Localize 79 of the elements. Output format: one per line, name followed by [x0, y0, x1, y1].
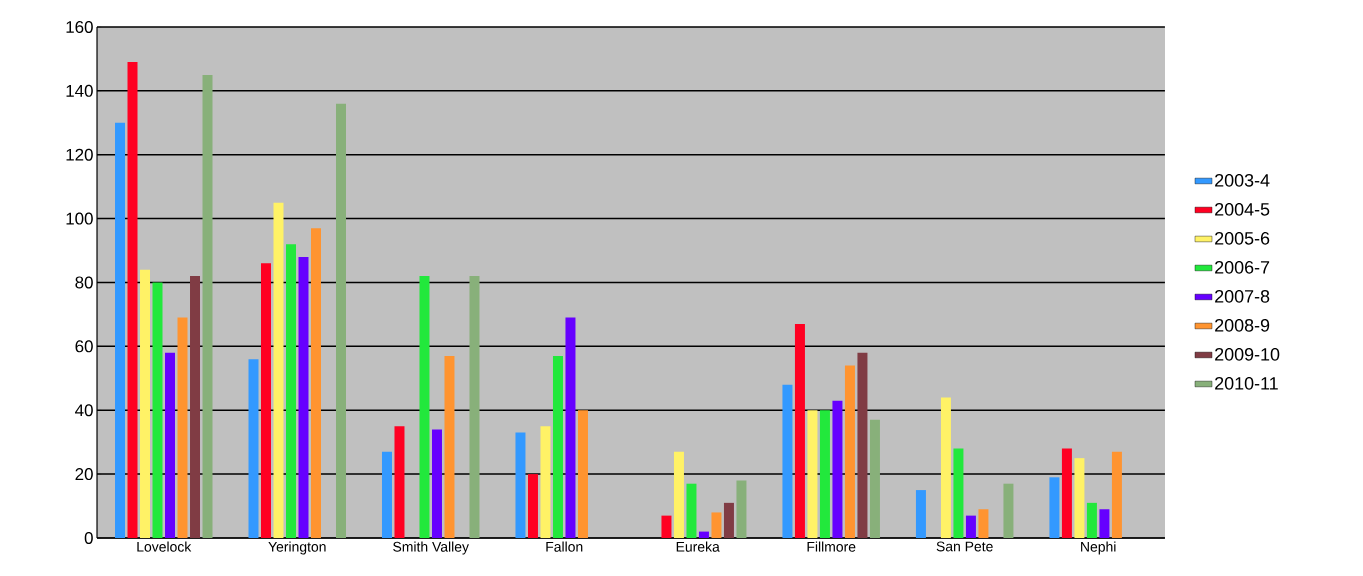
bar: [140, 269, 151, 538]
x-tick-label: Lovelock: [137, 541, 192, 552]
bar: [857, 352, 868, 538]
bar: [686, 483, 697, 538]
x-tick-label: Yerington: [268, 541, 326, 555]
bar: [577, 410, 588, 538]
bar: [953, 448, 964, 538]
x-tick-label: San Pete: [936, 541, 993, 552]
bar: [1074, 458, 1085, 538]
bar: [782, 384, 793, 538]
bar: [152, 282, 163, 538]
bar: [565, 317, 576, 538]
bar: [552, 355, 563, 538]
legend-label: 2008-9: [1215, 318, 1270, 332]
bar: [832, 400, 843, 538]
bar: [965, 515, 976, 538]
bar: [940, 397, 951, 538]
bar: [381, 451, 392, 538]
legend-label: 2003-4: [1215, 173, 1270, 187]
y-tick-label: 100: [66, 212, 93, 225]
bar: [1111, 451, 1122, 538]
bar: [286, 244, 296, 538]
bar: [261, 263, 271, 538]
bar: [698, 531, 709, 538]
x-tick-label: Fallon: [546, 541, 583, 552]
bar: [202, 74, 213, 538]
bar: [661, 515, 672, 538]
bar: [915, 490, 926, 538]
x-tick-label: Smith Valley: [393, 541, 469, 555]
bar: [794, 324, 805, 538]
bar: [115, 122, 126, 538]
bar: [469, 276, 480, 538]
bar: [1086, 502, 1097, 538]
bar: [394, 426, 405, 538]
bar: [540, 426, 551, 538]
bar: [869, 419, 880, 538]
x-tick-label: Fillmore: [807, 541, 856, 552]
bar: [273, 202, 284, 538]
bar: [190, 276, 201, 538]
bar: [248, 359, 259, 538]
bar: [978, 509, 989, 538]
bar: [419, 276, 430, 538]
bar: [311, 228, 321, 538]
y-tick-label: 80: [75, 276, 93, 289]
legend-label: 2007-8: [1215, 289, 1270, 303]
y-tick-label: 40: [75, 404, 93, 417]
bar: [527, 474, 538, 538]
bar: [165, 352, 176, 538]
legend-label: 2004-5: [1215, 202, 1270, 216]
y-tick-label: 120: [66, 148, 93, 161]
bar: [298, 256, 309, 538]
bar: [711, 512, 722, 538]
bar: [736, 480, 747, 538]
bar: [336, 103, 346, 538]
bar: [431, 429, 442, 538]
y-tick-label: 140: [66, 84, 93, 97]
legend-label: 2010-11: [1215, 376, 1278, 390]
legend-label: 2009-10: [1215, 347, 1280, 361]
bar: [819, 410, 830, 538]
bar: [1061, 448, 1072, 538]
bar: [444, 355, 455, 538]
bar: [1099, 509, 1110, 538]
bar: [177, 317, 188, 538]
bar: [515, 432, 526, 538]
y-tick-label: 160: [66, 20, 93, 33]
y-tick-label: 20: [75, 468, 93, 481]
bar: [127, 62, 138, 538]
y-tick-label: 0: [84, 531, 93, 544]
legend-label: 2005-6: [1215, 231, 1270, 245]
bar: [673, 451, 684, 538]
x-tick-label: Eureka: [676, 541, 720, 552]
bar: [723, 502, 734, 538]
y-tick-label: 60: [75, 340, 93, 353]
bar: [807, 410, 818, 538]
bar: [1003, 483, 1014, 538]
x-tick-label: Nephi: [1081, 541, 1116, 555]
bar: [844, 365, 855, 538]
bar: [1049, 477, 1060, 538]
legend-label: 2006-7: [1215, 260, 1270, 274]
